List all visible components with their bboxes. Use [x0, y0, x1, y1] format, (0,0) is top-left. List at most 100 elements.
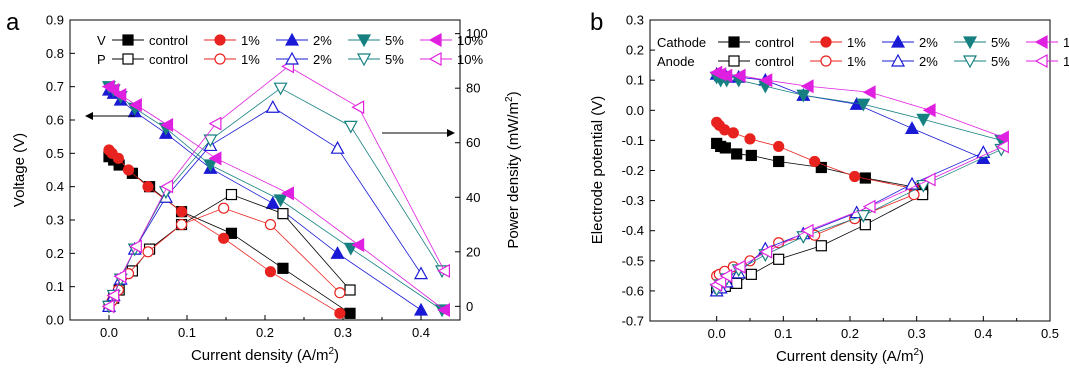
legend-entry-label: 5% — [385, 52, 404, 67]
legend-entry-label: 1% — [847, 35, 866, 50]
data-point-p-1pct — [264, 218, 277, 231]
y-tick-label: 0.3 — [46, 213, 64, 228]
data-point-anode-control — [745, 268, 757, 280]
data-point-anode-control — [773, 253, 785, 265]
data-point-p-10pct — [113, 269, 127, 284]
panel-a-chart: a 0.0 0.1 0.2 0.3 0.4 0.0 0.1 0.2 0.3 0.4 0.5 0.6 0… — [6, 9, 522, 364]
data-point-v-2pct — [265, 196, 280, 209]
data-point-anode-10pct — [732, 259, 746, 274]
data-point-cathode-1pct — [773, 140, 785, 153]
y-tick-label: 0.7 — [46, 79, 64, 94]
legend-marker — [962, 55, 978, 69]
legend-marker — [428, 32, 442, 48]
data-point-p-1pct — [142, 246, 154, 258]
data-point-p-10pct — [101, 299, 115, 314]
data-point-anode-10pct — [862, 199, 876, 214]
panel-b-chart: b 0.0 0.1 0.2 0.3 0.4 0.5 -0.7 -0.6 -0.5 -0.4 -0.… — [589, 9, 1069, 365]
x-tick-label: 0.0 — [708, 326, 726, 341]
y-tick-label: 0.5 — [46, 146, 64, 161]
data-point-anode-10pct — [800, 223, 814, 238]
y-tick-label: 0.9 — [46, 13, 64, 28]
x-tick-label: 0.1 — [178, 325, 196, 340]
data-point-v-control — [344, 307, 356, 319]
data-point-p-2pct — [413, 266, 429, 280]
x-tick-label: 0.3 — [334, 325, 352, 340]
y-tick-label: -0.6 — [622, 283, 644, 298]
data-point-p-10pct — [351, 100, 365, 115]
y-tick-label: 0.6 — [46, 113, 64, 128]
series-line-v-2pct — [108, 89, 422, 311]
legend-marker — [284, 51, 300, 65]
y-tick-label: -0.7 — [622, 314, 644, 329]
panel-a-x-axis-title: Current density (A/m2) — [191, 346, 339, 364]
data-point-p-5pct — [343, 120, 358, 134]
legend-entry-label: 2% — [313, 52, 332, 67]
data-point-v-1pct — [175, 206, 188, 218]
data-point-cathode-10pct — [996, 130, 1009, 145]
legend-entry-label: 2% — [919, 35, 938, 50]
legend-marker — [1034, 34, 1048, 50]
data-point-p-2pct — [330, 140, 345, 154]
data-point-cathode-control — [773, 155, 785, 168]
legend-marker — [890, 53, 906, 67]
x-tick-label: 0.5 — [1041, 326, 1059, 341]
legend-entry-label: control — [149, 52, 188, 67]
data-point-cathode-control — [719, 142, 731, 154]
legend-marker — [284, 32, 300, 46]
data-point-cathode-control — [745, 149, 757, 162]
legend-entry-label: 2% — [313, 33, 332, 48]
legend-marker — [728, 36, 740, 48]
data-point-cathode-5pct — [856, 98, 871, 112]
legend-entry-label: 5% — [991, 35, 1010, 50]
data-point-p-5pct — [203, 134, 218, 148]
data-point-v-10pct — [351, 237, 365, 253]
y-tick-label: 0.8 — [46, 46, 64, 61]
y-tick-label: -0.5 — [622, 253, 644, 268]
data-point-v-1pct — [122, 164, 135, 176]
data-point-v-5pct — [203, 159, 218, 173]
data-point-cathode-control — [815, 161, 827, 174]
legend-marker — [356, 34, 372, 48]
data-point-v-10pct — [160, 117, 174, 133]
y-tick-label: -0.4 — [622, 223, 644, 238]
data-point-cathode-1pct — [849, 170, 861, 183]
x-tick-label: 0.3 — [908, 326, 926, 341]
legend-entry-label: control — [755, 54, 794, 69]
data-point-p-10pct — [129, 239, 142, 254]
y2-tick-label: 40 — [466, 190, 480, 205]
y2-tick-label: 100 — [466, 26, 488, 41]
y-tick-label: 0.4 — [46, 179, 64, 194]
legend-entry-label: 2% — [919, 54, 938, 69]
data-point-cathode-1pct — [727, 127, 739, 139]
data-point-p-1pct — [218, 202, 230, 214]
data-point-v-10pct — [208, 151, 222, 166]
data-point-v-10pct — [129, 97, 142, 113]
series-line-cathode-2pct — [716, 73, 984, 159]
data-point-anode-10pct — [713, 274, 727, 289]
data-point-cathode-10pct — [732, 68, 746, 83]
data-point-cathode-10pct — [719, 68, 733, 83]
series-line-v-5pct — [108, 86, 443, 311]
panel-b-label: b — [590, 9, 603, 36]
data-point-v-2pct — [413, 302, 429, 316]
data-point-anode-10pct — [996, 139, 1009, 154]
data-point-p-1pct — [175, 218, 188, 231]
legend-entry-label: 10% — [457, 33, 483, 48]
legend-marker — [890, 34, 906, 48]
legend-marker — [428, 51, 442, 67]
data-point-v-1pct — [264, 266, 277, 278]
panel-a-y-axis-title: Voltage (V) — [11, 133, 28, 207]
data-point-p-2pct — [265, 100, 280, 113]
data-point-cathode-1pct — [744, 133, 756, 145]
panel-a-label: a — [6, 9, 20, 36]
legend-entry-label: 1% — [847, 54, 866, 69]
x-tick-label: 0.4 — [412, 325, 430, 340]
legend-entry-label: 10% — [457, 52, 483, 67]
legend-marker — [728, 55, 740, 67]
data-point-cathode-10pct — [922, 103, 936, 118]
y2-tick-label: 60 — [466, 135, 480, 150]
data-point-v-1pct — [334, 307, 346, 319]
legend-marker — [214, 34, 226, 46]
data-point-anode-5pct — [856, 210, 871, 223]
